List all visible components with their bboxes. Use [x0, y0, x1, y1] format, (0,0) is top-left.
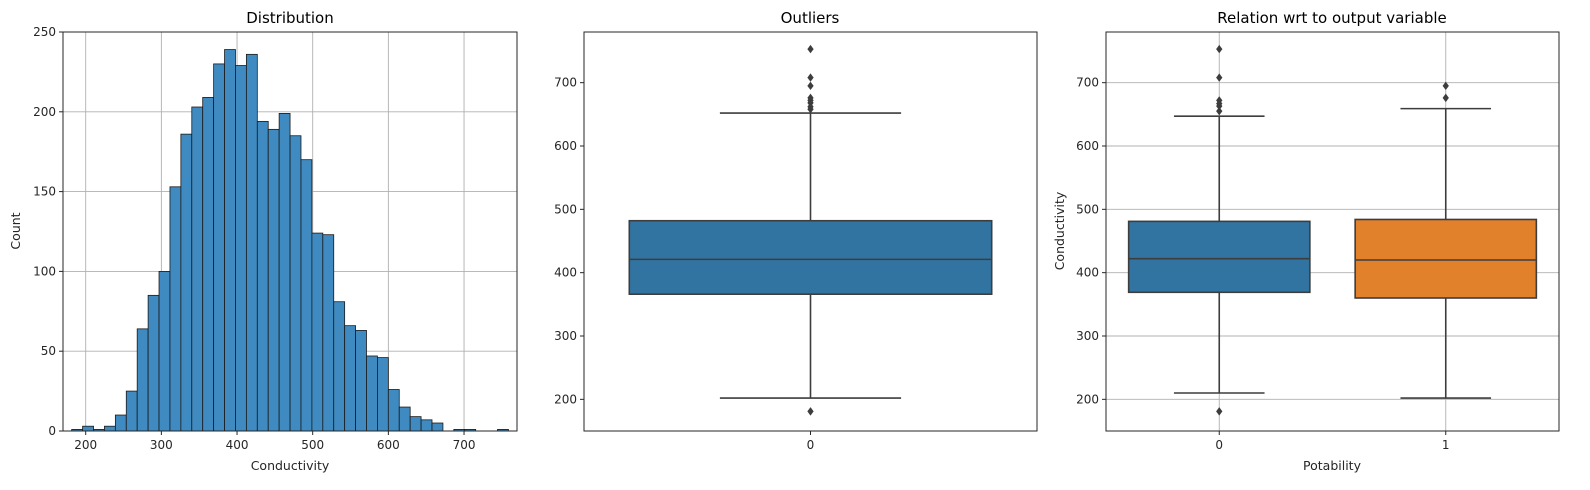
hist-bar	[377, 357, 389, 432]
x-tick-label: 600	[377, 438, 400, 452]
hist-bar	[344, 325, 356, 432]
box1-title: Outliers	[781, 9, 840, 27]
y-tick-label: 300	[1076, 329, 1099, 343]
hist-bar	[235, 65, 247, 432]
hist-bar	[114, 414, 127, 432]
hist-bar	[191, 106, 204, 432]
box1-x-ticks: 0	[807, 431, 815, 452]
y-tick-label: 100	[33, 264, 56, 278]
y-tick-label: 600	[554, 139, 577, 153]
hist-bar	[267, 128, 280, 432]
outlier-point	[807, 407, 814, 416]
x-tick-label: 400	[226, 438, 249, 452]
hist-bar	[431, 422, 444, 432]
hist-bar	[104, 425, 116, 432]
x-tick-label: 700	[453, 438, 476, 452]
hist-ylabel: Count	[8, 212, 23, 249]
outlier-point	[1216, 73, 1223, 82]
hist-y-ticks: 0 50 100 150 200 250	[33, 25, 63, 438]
hist-bar	[224, 49, 236, 432]
y-tick-label: 700	[1076, 76, 1099, 90]
hist-bar	[202, 97, 215, 432]
hist-bars	[71, 49, 509, 432]
box2-y-ticks: 200 300 400 500 600 700	[1076, 76, 1106, 406]
hist-bar	[245, 53, 258, 432]
y-tick-label: 50	[41, 344, 56, 358]
iqr-box	[1354, 218, 1538, 299]
hist-bar	[158, 270, 171, 432]
y-tick-label: 700	[554, 76, 577, 90]
box2-title: Relation wrt to output variable	[1217, 9, 1447, 27]
panel-outliers: 0 200 300 400 500 600 700 Outliers	[554, 9, 1038, 452]
hist-axes-frame	[62, 31, 518, 432]
box1-y-ticks: 200 300 400 500 600 700	[554, 76, 584, 406]
y-tick-label: 0	[48, 424, 56, 438]
y-tick-label: 200	[554, 392, 577, 406]
box-0	[628, 44, 993, 416]
box2-boxes	[1127, 44, 1538, 416]
box1-boxes	[628, 44, 993, 416]
hist-bar	[82, 425, 94, 432]
hist-bar	[398, 406, 411, 432]
outlier-point	[807, 81, 814, 91]
hist-bar	[300, 159, 313, 432]
hist-bar	[169, 186, 182, 432]
hist-title: Distribution	[246, 9, 334, 27]
y-tick-label: 500	[1076, 202, 1099, 216]
hist-bar	[147, 294, 160, 432]
outlier-point	[1442, 81, 1449, 91]
y-tick-label: 250	[33, 25, 56, 39]
outlier-point	[1442, 93, 1449, 103]
box-0	[1127, 44, 1311, 416]
outlier-point	[807, 73, 814, 82]
box2-axes-frame	[1105, 31, 1560, 432]
hist-bar	[366, 355, 378, 432]
hist-bar	[387, 389, 400, 432]
x-tick-label: 200	[74, 438, 97, 452]
y-tick-label: 200	[1076, 392, 1099, 406]
y-tick-label: 500	[554, 202, 577, 216]
x-tick-label: 0	[807, 438, 815, 452]
hist-bar	[333, 301, 346, 432]
box-1	[1354, 81, 1538, 399]
y-tick-label: 400	[1076, 266, 1099, 280]
hist-bar	[136, 328, 149, 432]
x-tick-label: 1	[1442, 438, 1450, 452]
hist-xlabel: Conductivity	[251, 458, 330, 473]
box2-xlabel: Potability	[1303, 458, 1362, 473]
x-tick-label: 300	[150, 438, 173, 452]
iqr-box	[628, 219, 993, 296]
outlier-point	[1216, 407, 1223, 416]
y-tick-label: 200	[33, 105, 56, 119]
hist-bar	[256, 120, 269, 432]
y-tick-label: 600	[1076, 139, 1099, 153]
y-tick-label: 400	[554, 266, 577, 280]
iqr-box	[1127, 220, 1311, 294]
hist-bar	[311, 232, 324, 432]
hist-x-ticks: 200 300 400 500 600 700	[74, 431, 475, 452]
hist-bar	[420, 419, 433, 432]
y-tick-label: 300	[554, 329, 577, 343]
outlier-point	[807, 44, 814, 54]
hist-bar	[409, 416, 422, 432]
x-tick-label: 500	[301, 438, 324, 452]
outlier-point	[1216, 106, 1223, 116]
x-tick-label: 0	[1215, 438, 1223, 452]
box2-ylabel: Conductivity	[1052, 191, 1067, 270]
y-tick-label: 150	[33, 185, 56, 199]
outlier-point	[807, 93, 814, 103]
hist-bar	[180, 133, 193, 432]
hist-bar	[289, 135, 302, 432]
outlier-point	[1216, 96, 1223, 105]
outlier-point	[1216, 44, 1223, 54]
hist-bar	[278, 112, 291, 432]
hist-bar	[322, 234, 335, 432]
panel-distribution: 200 300 400 500 600 700 0 50 100 150 200 250 Distr…	[8, 9, 518, 473]
hist-bar	[125, 390, 138, 432]
hist-bar	[355, 330, 367, 432]
hist-bar	[213, 63, 225, 432]
